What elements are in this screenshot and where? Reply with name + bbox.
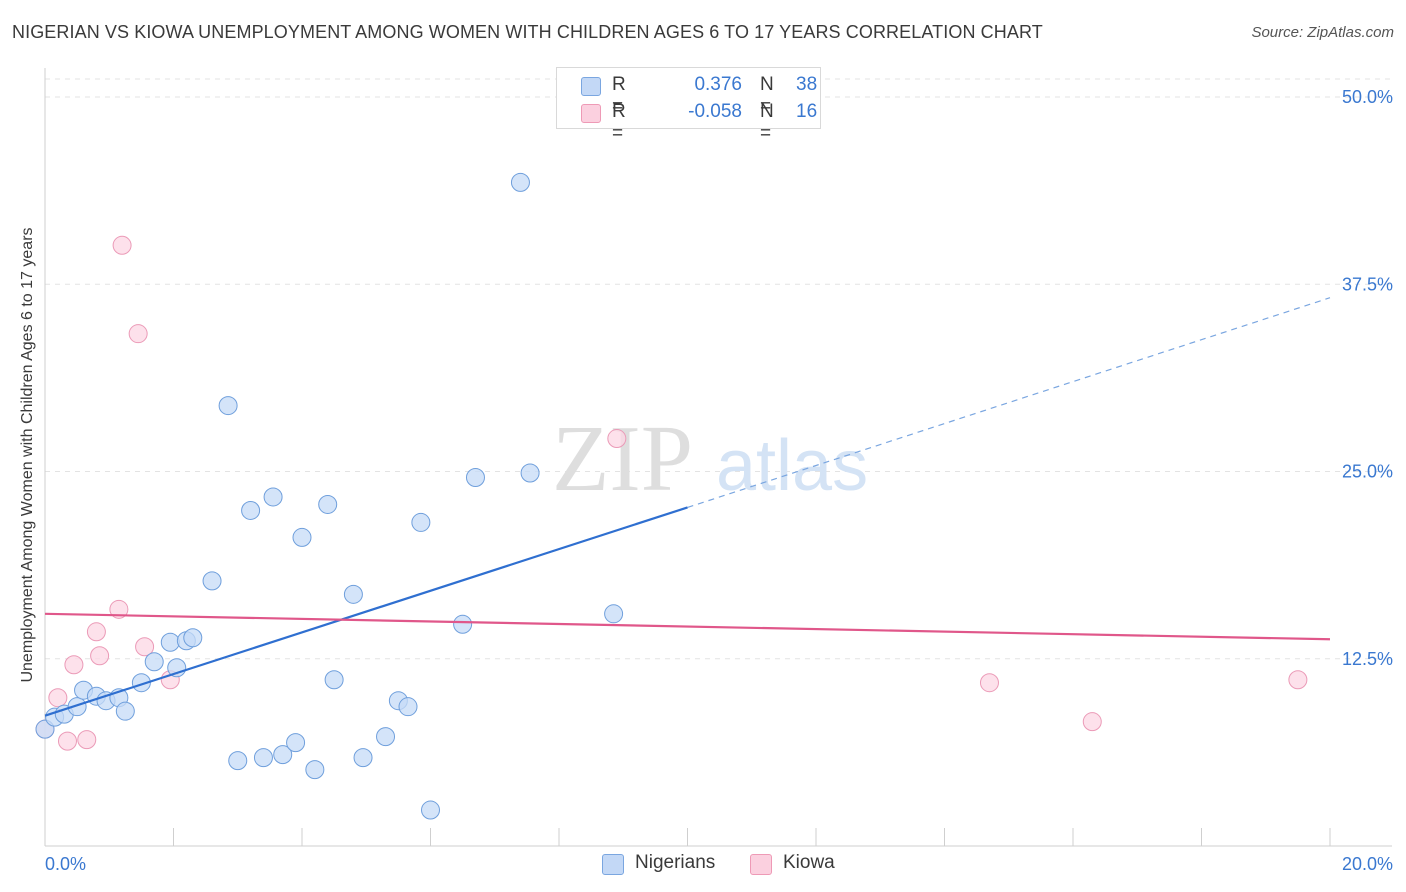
kiowa-point [1288,670,1308,690]
nigerians-swatch [602,854,624,875]
source-label: Source: ZipAtlas.com [1251,24,1394,41]
y-tick-label: 50.0% [1342,87,1393,107]
nigerian-point [324,670,344,690]
r-label: R = [612,101,626,144]
kiowa-point [86,622,106,642]
kiowa-point [64,655,84,675]
nigerians-trend-line [44,506,688,717]
y-tick-label: 12.5% [1342,649,1393,669]
kiowa-point [135,637,155,657]
nigerian-point [465,467,485,487]
nigerian-point [453,614,473,634]
chart-title: NIGERIAN VS KIOWA UNEMPLOYMENT AMONG WOM… [12,22,1043,42]
y-axis-label: Unemployment Among Women with Children A… [19,227,36,683]
gridlines [45,78,1392,660]
kiowa-point [109,599,129,619]
kiowa-point [48,688,68,708]
legend-label: Kiowa [783,852,835,873]
x-tick-label: 20.0% [1342,854,1393,874]
x-tick-label: 0.0% [45,854,86,874]
nigerian-point [144,652,164,672]
nigerian-point [160,632,180,652]
kiowa-point [607,429,627,449]
kiowa-trend-line [44,612,1331,641]
watermark-zip: ZIP [552,407,693,511]
nigerian-point [253,748,273,768]
nigerian-point [273,745,293,765]
nigerian-point [353,748,373,768]
nigerian-point [183,628,203,648]
nigerian-point [292,527,312,547]
tick-labels: 12.5% 25.0% 37.5% 50.0% 0.0% 20.0% [45,87,1393,874]
kiowa-point [57,731,77,751]
data-points [35,172,1308,820]
nigerian-point [115,701,135,721]
kiowa-swatch [581,104,601,123]
nigerian-point [131,673,151,693]
nigerian-point [305,760,325,780]
nigerian-point [202,571,222,591]
nigerians-trend-extension [687,297,1331,509]
watermark: ZIP atlas [552,407,868,511]
axes [44,68,1392,847]
kiowa-point [979,673,999,693]
y-tick-label: 37.5% [1342,274,1393,294]
n-value: 16 [796,101,818,122]
r-value: -0.058 [688,101,742,122]
n-label: N = [760,101,774,144]
r-label: R = [612,74,626,117]
nigerian-point [241,500,261,520]
nigerian-point [67,697,87,717]
trend-lines [44,297,1331,717]
nigerian-point [604,604,624,624]
watermark-atlas: atlas [716,426,868,506]
kiowa-swatch [750,854,772,875]
nigerians-swatch [581,77,601,96]
y-tick-label: 25.0% [1342,462,1393,482]
kiowa-point [128,324,148,344]
nigerian-point [343,584,363,604]
kiowa-point [112,235,132,255]
legend-label: Nigerians [635,852,716,873]
kiowa-point [90,646,110,666]
kiowa-point [77,730,97,750]
n-label: N = [760,74,774,117]
nigerian-point [318,494,338,514]
nigerian-point [421,800,440,820]
n-value: 38 [796,74,818,95]
nigerian-point [228,751,248,771]
nigerian-point [263,487,283,507]
nigerian-point [411,512,431,532]
nigerian-point [286,733,306,753]
nigerian-point [376,727,396,747]
correlation-legend: R = 0.376 N = 38 R = -0.058 N = 16 [556,67,821,144]
nigerian-point [510,172,530,192]
nigerian-point [218,396,238,416]
nigerian-point [520,463,540,483]
kiowa-point [1082,712,1102,732]
r-value: 0.376 [694,74,742,95]
series-legend: Nigerians Kiowa [0,852,1406,878]
nigerian-point [398,697,418,717]
